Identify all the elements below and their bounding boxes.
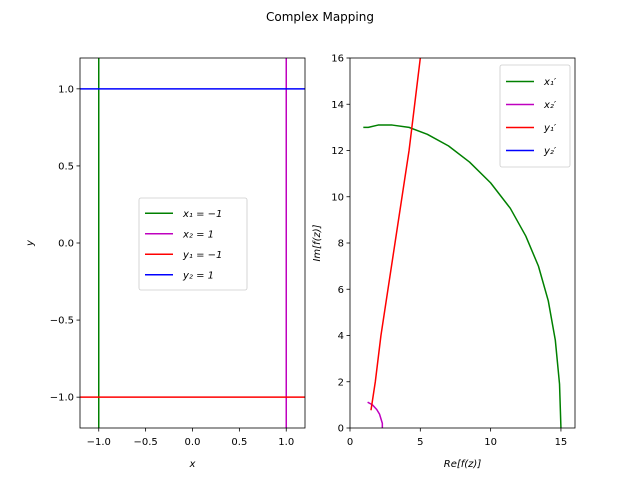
left-legend-label-3: y₁ = −1 xyxy=(182,250,222,261)
right-y-tick-label: 16 xyxy=(331,54,344,65)
right-y-tick-label: 14 xyxy=(331,100,344,111)
right-series-line-3 xyxy=(370,58,422,411)
left-legend-label-4: y₂ = 1 xyxy=(182,270,214,281)
right-y-axis-label: Im[f(z)] xyxy=(312,224,323,261)
left-legend-frame xyxy=(138,197,248,291)
left-x-tick-label: 0.0 xyxy=(185,437,201,448)
left-x-tick-label: −0.5 xyxy=(133,437,157,448)
right-legend-frame xyxy=(499,64,571,168)
right-legend-label-2: x₂′ xyxy=(543,100,557,111)
figure-title: Complex Mapping xyxy=(266,10,374,24)
right-series-group xyxy=(363,58,562,428)
left-y-tick-label: 1.0 xyxy=(58,84,74,95)
left-y-tick-label: 0.5 xyxy=(58,161,74,172)
right-series-line-1 xyxy=(363,124,562,428)
left-x-axis-label: x xyxy=(189,459,196,470)
left-y-tick-label: 0.0 xyxy=(58,239,74,250)
right-legend-label-4: y₂′ xyxy=(543,146,557,157)
right-y-tick-label: 6 xyxy=(338,285,344,296)
left-y-tick-label: −0.5 xyxy=(50,316,74,327)
left-legend-label-1: x₁ = −1 xyxy=(182,209,222,220)
left-x-tick-label: 1.0 xyxy=(278,437,294,448)
right-x-axis-label: Re[f(z)] xyxy=(444,459,482,470)
left-legend-label-2: x₂ = 1 xyxy=(182,229,214,240)
right-x-tick-label: 15 xyxy=(555,437,568,448)
left-x-tick-label: 0.5 xyxy=(231,437,247,448)
left-y-axis-label: y xyxy=(25,239,36,247)
left-x-tick-label: −1.0 xyxy=(87,437,111,448)
right-legend: x₁′ x₂′ y₁′ y₂′ xyxy=(499,64,571,168)
right-axes: 0 5 10 15 0 2 4 6 8 10 12 14 16 Re[f(z)] Im[f(z)] x₁′ x₂… xyxy=(312,54,576,470)
right-x-tick-label: 5 xyxy=(417,437,423,448)
right-y-tick-label: 2 xyxy=(338,377,344,388)
left-legend: x₁ = −1 x₂ = 1 y₁ = −1 y₂ = 1 xyxy=(138,197,248,291)
right-legend-label-3: y₁′ xyxy=(543,123,557,134)
left-y-tick-label: −1.0 xyxy=(50,393,74,404)
right-series-line-2 xyxy=(367,401,384,428)
right-y-tick-label: 12 xyxy=(331,146,344,157)
right-x-tick-label: 0 xyxy=(347,437,353,448)
right-legend-label-1: x₁′ xyxy=(543,77,557,88)
right-x-tick-label: 10 xyxy=(484,437,497,448)
right-y-tick-label: 4 xyxy=(338,331,344,342)
right-y-tick-label: 10 xyxy=(331,192,344,203)
right-y-tick-label: 8 xyxy=(338,239,344,250)
left-series-group xyxy=(80,58,305,428)
left-axes: −1.0 −0.5 0.0 0.5 1.0 −1.0 −0.5 0.0 0.5 1.0 x y x₁ =… xyxy=(25,57,306,470)
right-y-tick-label: 0 xyxy=(338,424,344,435)
